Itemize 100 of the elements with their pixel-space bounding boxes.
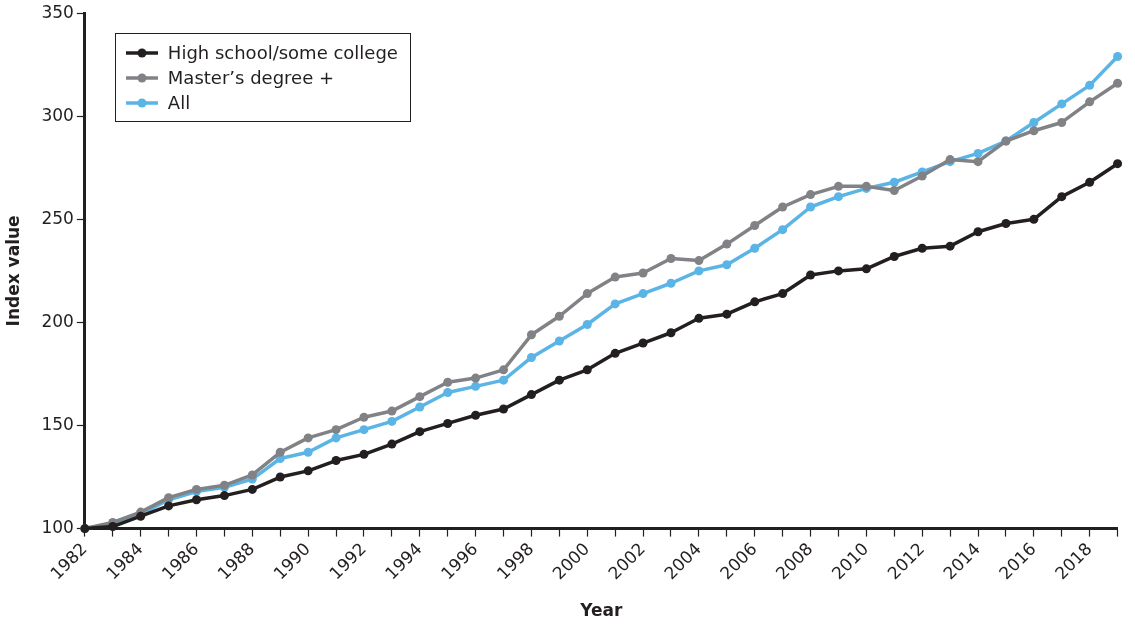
y-tick-label: 200 bbox=[41, 310, 74, 331]
point bbox=[861, 264, 871, 274]
point bbox=[1085, 177, 1095, 187]
point bbox=[331, 425, 341, 435]
point bbox=[303, 433, 313, 443]
point bbox=[275, 472, 285, 482]
point bbox=[638, 289, 648, 299]
point bbox=[471, 373, 481, 383]
point bbox=[499, 365, 509, 375]
point bbox=[359, 449, 369, 459]
point bbox=[666, 328, 676, 338]
point bbox=[443, 388, 453, 398]
point bbox=[1113, 78, 1123, 88]
y-axis-title: Index value bbox=[2, 215, 23, 327]
point bbox=[303, 447, 313, 457]
point bbox=[917, 171, 927, 181]
point bbox=[610, 272, 620, 282]
point bbox=[833, 181, 843, 191]
point bbox=[694, 266, 704, 276]
point bbox=[331, 456, 341, 466]
point bbox=[666, 278, 676, 288]
y-tick-label: 150 bbox=[41, 413, 74, 434]
point bbox=[164, 501, 174, 511]
point bbox=[1057, 117, 1067, 127]
point bbox=[1029, 126, 1039, 136]
point bbox=[722, 309, 732, 319]
point bbox=[610, 299, 620, 309]
point bbox=[191, 495, 201, 505]
point bbox=[554, 336, 564, 346]
point bbox=[499, 404, 509, 414]
point bbox=[387, 439, 397, 449]
point bbox=[1113, 159, 1123, 169]
point bbox=[666, 254, 676, 264]
point bbox=[443, 377, 453, 387]
point bbox=[331, 433, 341, 443]
point bbox=[750, 243, 760, 253]
point bbox=[778, 202, 788, 212]
point bbox=[499, 375, 509, 385]
point bbox=[806, 270, 816, 280]
point bbox=[722, 260, 732, 270]
legend-label: Master’s degree + bbox=[167, 67, 335, 89]
point bbox=[694, 313, 704, 323]
point bbox=[638, 268, 648, 278]
point bbox=[526, 390, 536, 400]
point bbox=[750, 297, 760, 307]
point bbox=[806, 190, 816, 200]
point bbox=[750, 221, 760, 231]
point bbox=[1085, 80, 1095, 90]
point bbox=[833, 266, 843, 276]
legend-label: All bbox=[167, 92, 191, 114]
point bbox=[582, 365, 592, 375]
y-tick-label: 350 bbox=[41, 1, 74, 22]
point bbox=[526, 330, 536, 340]
point bbox=[443, 418, 453, 428]
point bbox=[889, 185, 899, 195]
point bbox=[1029, 117, 1039, 127]
point bbox=[778, 289, 788, 299]
point bbox=[917, 243, 927, 253]
point bbox=[1029, 214, 1039, 224]
point bbox=[694, 256, 704, 266]
point bbox=[638, 338, 648, 348]
point bbox=[303, 466, 313, 476]
point bbox=[582, 289, 592, 299]
point bbox=[247, 470, 257, 480]
point bbox=[554, 375, 564, 385]
point bbox=[889, 177, 899, 187]
point bbox=[806, 202, 816, 212]
point bbox=[722, 239, 732, 249]
point bbox=[973, 227, 983, 237]
point bbox=[1057, 99, 1067, 109]
point bbox=[387, 416, 397, 426]
point bbox=[554, 311, 564, 321]
point bbox=[610, 348, 620, 358]
point bbox=[582, 319, 592, 329]
point bbox=[1113, 51, 1123, 61]
point bbox=[387, 406, 397, 416]
point bbox=[778, 225, 788, 235]
point bbox=[415, 402, 425, 412]
point bbox=[945, 241, 955, 251]
point bbox=[471, 381, 481, 391]
y-tick-label: 100 bbox=[41, 517, 74, 537]
point bbox=[275, 447, 285, 457]
point bbox=[415, 427, 425, 437]
x-axis-title: Year bbox=[579, 600, 623, 621]
point bbox=[526, 352, 536, 362]
point bbox=[415, 392, 425, 402]
point bbox=[359, 425, 369, 435]
y-tick-label: 250 bbox=[41, 207, 74, 228]
point bbox=[247, 484, 257, 494]
point bbox=[471, 410, 481, 420]
legend-label: High school/some college bbox=[167, 42, 398, 64]
point bbox=[1085, 97, 1095, 107]
point bbox=[359, 412, 369, 422]
point bbox=[889, 251, 899, 261]
point bbox=[1057, 192, 1067, 202]
point bbox=[833, 192, 843, 202]
point bbox=[973, 157, 983, 167]
point bbox=[219, 491, 229, 501]
y-tick-label: 300 bbox=[41, 104, 74, 125]
point bbox=[1001, 218, 1011, 228]
